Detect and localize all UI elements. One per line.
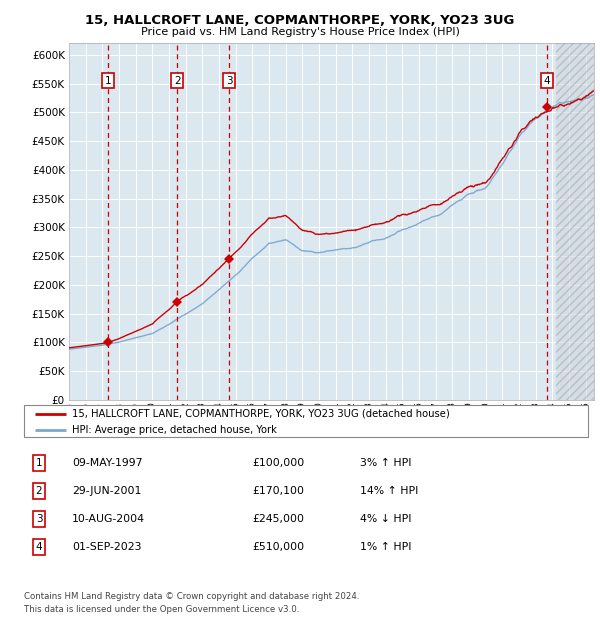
Text: £245,000: £245,000 xyxy=(252,514,304,524)
Text: £170,100: £170,100 xyxy=(252,486,304,496)
Text: 09-MAY-1997: 09-MAY-1997 xyxy=(72,458,143,468)
Text: 10-AUG-2004: 10-AUG-2004 xyxy=(72,514,145,524)
Text: 3: 3 xyxy=(35,514,43,524)
Text: 01-SEP-2023: 01-SEP-2023 xyxy=(72,542,142,552)
Text: 1% ↑ HPI: 1% ↑ HPI xyxy=(360,542,412,552)
Text: 15, HALLCROFT LANE, COPMANTHORPE, YORK, YO23 3UG (detached house): 15, HALLCROFT LANE, COPMANTHORPE, YORK, … xyxy=(72,409,449,419)
Text: £510,000: £510,000 xyxy=(252,542,304,552)
Text: 14% ↑ HPI: 14% ↑ HPI xyxy=(360,486,418,496)
Text: 4% ↓ HPI: 4% ↓ HPI xyxy=(360,514,412,524)
Bar xyxy=(556,43,594,400)
Text: This data is licensed under the Open Government Licence v3.0.: This data is licensed under the Open Gov… xyxy=(24,604,299,614)
Text: HPI: Average price, detached house, York: HPI: Average price, detached house, York xyxy=(72,425,277,435)
Text: 1: 1 xyxy=(105,76,112,86)
Text: 3: 3 xyxy=(226,76,232,86)
Text: Contains HM Land Registry data © Crown copyright and database right 2024.: Contains HM Land Registry data © Crown c… xyxy=(24,592,359,601)
Text: 4: 4 xyxy=(544,76,550,86)
Text: 4: 4 xyxy=(35,542,43,552)
Text: 2: 2 xyxy=(35,486,43,496)
Text: 1: 1 xyxy=(35,458,43,468)
Text: £100,000: £100,000 xyxy=(252,458,304,468)
Text: 3% ↑ HPI: 3% ↑ HPI xyxy=(360,458,412,468)
Text: 15, HALLCROFT LANE, COPMANTHORPE, YORK, YO23 3UG: 15, HALLCROFT LANE, COPMANTHORPE, YORK, … xyxy=(85,14,515,27)
Text: 2: 2 xyxy=(174,76,181,86)
Text: 29-JUN-2001: 29-JUN-2001 xyxy=(72,486,142,496)
Text: Price paid vs. HM Land Registry's House Price Index (HPI): Price paid vs. HM Land Registry's House … xyxy=(140,27,460,37)
